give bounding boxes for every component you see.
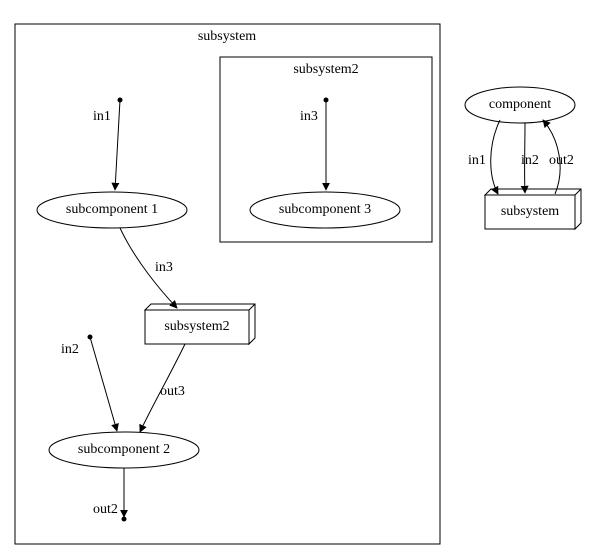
edge-label-e_comp_to_sub_right: in2 [521, 153, 539, 168]
node-label-subcomponent2: subcomponent 2 [78, 442, 170, 457]
node-label-subcomponent1: subcomponent 1 [66, 202, 158, 217]
edge-e_in2 [90, 337, 117, 431]
edge-label-e_in1: in1 [93, 109, 111, 124]
cluster-subsystem [15, 24, 440, 544]
edge-e_in1 [115, 100, 120, 190]
node-label-component: component [489, 97, 551, 112]
cluster-label-subsystem2: subsystem2 [293, 62, 358, 77]
edge-label-e_sc1_to_box: in3 [155, 260, 173, 275]
edge-label-e_in2: in2 [61, 342, 79, 357]
edge-label-e_comp_to_sub_left: in1 [468, 153, 486, 168]
edge-label-e_in3_top: in3 [300, 109, 318, 124]
node-pt_out2 [122, 517, 126, 521]
node-label-subsystembox: subsystem [501, 204, 559, 219]
node-label-subcomponent3: subcomponent 3 [279, 202, 371, 217]
cluster-label-subsystem: subsystem [198, 29, 256, 44]
node-label-subsystem2box: subsystem2 [164, 319, 229, 334]
edge-label-e_sub_to_comp: out2 [549, 153, 574, 168]
edge-label-e_box_to_sc2: out3 [160, 384, 185, 399]
edge-e_comp_to_sub_left [491, 120, 500, 194]
edge-label-e_out2: out2 [93, 502, 118, 517]
